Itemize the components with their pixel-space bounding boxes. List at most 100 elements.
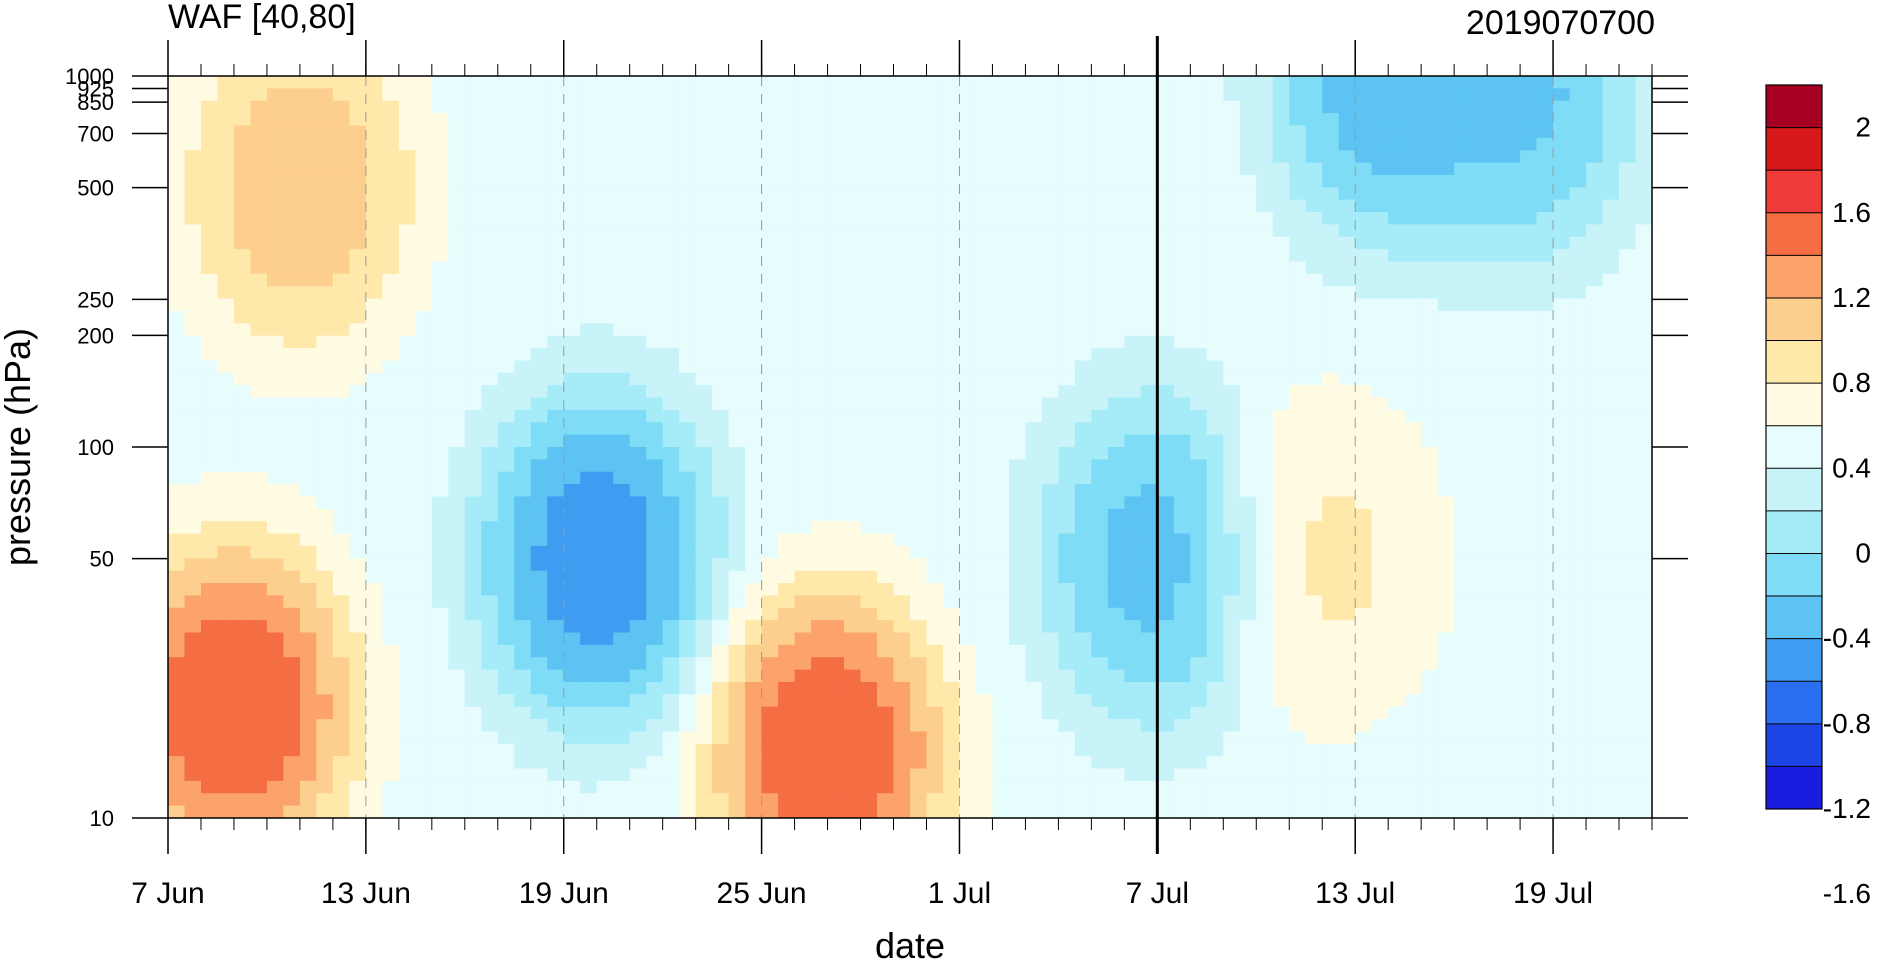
field-cell bbox=[1173, 162, 1191, 176]
field-cell bbox=[1437, 385, 1455, 399]
field-cell bbox=[1454, 805, 1472, 818]
field-cell bbox=[860, 409, 878, 423]
field-cell bbox=[448, 113, 466, 127]
field-cell bbox=[646, 793, 664, 807]
field-cell bbox=[1454, 150, 1472, 164]
field-cell bbox=[745, 187, 763, 201]
field-cell bbox=[415, 236, 433, 250]
field-cell bbox=[530, 422, 548, 436]
field-cell bbox=[629, 743, 647, 757]
field-cell bbox=[1305, 174, 1323, 188]
field-cell bbox=[1289, 632, 1307, 646]
field-cell bbox=[679, 187, 697, 201]
field-cell bbox=[893, 558, 911, 572]
field-cell bbox=[217, 187, 235, 201]
field-cell bbox=[316, 657, 334, 671]
field-cell bbox=[200, 360, 219, 374]
field-cell bbox=[266, 397, 285, 411]
field-cell bbox=[877, 372, 895, 386]
field-cell bbox=[1470, 533, 1488, 547]
field-cell bbox=[1107, 644, 1125, 658]
field-cell bbox=[481, 323, 499, 337]
field-cell bbox=[1173, 657, 1191, 671]
field-cell bbox=[1355, 125, 1373, 139]
field-cell bbox=[1223, 657, 1241, 671]
field-cell bbox=[1025, 249, 1043, 263]
field-cell bbox=[1305, 212, 1323, 225]
field-cell bbox=[1140, 199, 1158, 213]
field-cell bbox=[200, 805, 219, 818]
field-cell bbox=[629, 137, 647, 151]
field-cell bbox=[1454, 719, 1472, 733]
field-cell bbox=[1008, 533, 1027, 547]
field-cell bbox=[844, 224, 862, 238]
field-cell bbox=[1388, 459, 1406, 473]
field-cell bbox=[283, 657, 301, 671]
field-cell bbox=[464, 669, 482, 683]
field-cell bbox=[679, 743, 697, 757]
field-cell bbox=[481, 657, 499, 671]
field-cell bbox=[910, 212, 928, 225]
field-cell bbox=[415, 409, 433, 423]
field-cell bbox=[1289, 212, 1307, 225]
field-cell bbox=[1140, 422, 1158, 436]
field-cell bbox=[827, 731, 845, 745]
field-cell bbox=[1437, 212, 1455, 225]
field-cell bbox=[1503, 113, 1521, 127]
field-cell bbox=[266, 533, 285, 547]
field-cell bbox=[184, 236, 202, 250]
field-cell bbox=[679, 249, 697, 263]
field-cell bbox=[761, 385, 779, 399]
field-cell bbox=[1206, 88, 1224, 102]
field-cell bbox=[497, 805, 515, 818]
field-cell bbox=[975, 298, 994, 312]
field-cell bbox=[217, 224, 235, 238]
field-cell bbox=[712, 348, 730, 362]
field-cell bbox=[563, 632, 581, 646]
field-cell bbox=[712, 805, 730, 818]
field-cell bbox=[1223, 533, 1241, 547]
field-cell bbox=[1322, 768, 1340, 782]
field-cell bbox=[184, 174, 202, 188]
field-cell bbox=[1404, 459, 1422, 473]
field-cell bbox=[695, 150, 713, 164]
field-cell bbox=[497, 644, 515, 658]
field-cell bbox=[580, 335, 598, 349]
field-cell bbox=[1025, 793, 1043, 807]
field-cell bbox=[975, 236, 994, 250]
field-cell bbox=[613, 607, 631, 621]
field-cell bbox=[1487, 249, 1505, 263]
field-cell bbox=[398, 125, 416, 139]
field-cell bbox=[349, 521, 367, 535]
field-cell bbox=[1058, 187, 1076, 201]
field-cell bbox=[1289, 719, 1307, 733]
field-cell bbox=[646, 199, 664, 213]
field-cell bbox=[860, 88, 878, 102]
field-cell bbox=[481, 212, 499, 225]
field-cell bbox=[514, 310, 532, 324]
field-cell bbox=[168, 719, 186, 733]
field-cell bbox=[415, 360, 433, 374]
field-cell bbox=[860, 348, 878, 362]
field-cell bbox=[1190, 323, 1208, 337]
field-cell bbox=[761, 508, 779, 522]
field-cell bbox=[975, 644, 994, 658]
field-cell bbox=[662, 459, 680, 473]
field-cell bbox=[662, 162, 680, 176]
field-cell bbox=[975, 681, 994, 695]
field-cell bbox=[1190, 261, 1208, 275]
field-cell bbox=[200, 162, 219, 176]
field-cell bbox=[1388, 768, 1406, 782]
field-cell bbox=[1223, 719, 1241, 733]
field-cell bbox=[827, 768, 845, 782]
field-cell bbox=[1371, 632, 1389, 646]
field-cell bbox=[1305, 484, 1323, 498]
field-cell bbox=[431, 422, 449, 436]
field-cell bbox=[547, 780, 565, 794]
field-cell bbox=[250, 533, 268, 547]
field-cell bbox=[464, 199, 482, 213]
field-cell bbox=[1091, 434, 1109, 448]
field-cell bbox=[761, 261, 779, 275]
field-cell bbox=[299, 780, 317, 794]
field-cell bbox=[910, 298, 928, 312]
